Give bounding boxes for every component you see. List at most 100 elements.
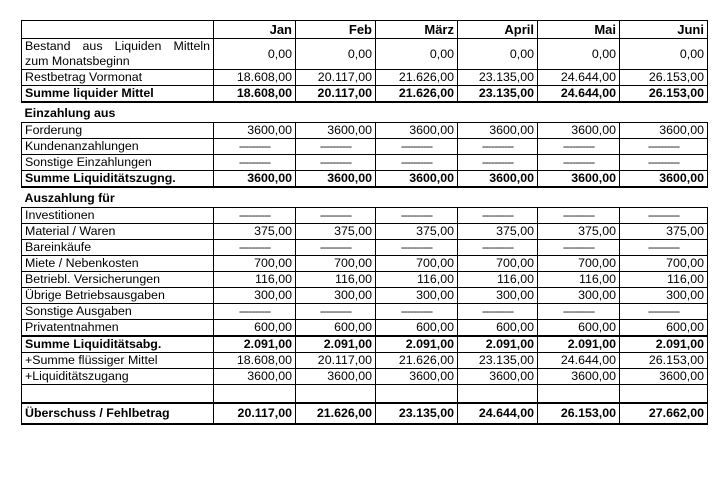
row-label: Forderung (21, 122, 214, 139)
cell-value: 700,00 (619, 255, 708, 272)
cell-value: 2.091,00 (457, 335, 538, 353)
cell-value: ---------- (295, 154, 376, 171)
cell-value: 3600,00 (375, 122, 458, 139)
row-label: Bestand aus Liquiden Mitteln zum Monatsb… (21, 38, 214, 70)
cell-value: ---------- (619, 154, 708, 171)
cell-value: 375,00 (375, 223, 458, 240)
cell-value: 21.626,00 (375, 69, 458, 86)
cell-value: 0,00 (375, 38, 458, 70)
cell-value: 3600,00 (375, 170, 458, 188)
table-row: Übrige Betriebsausgaben 300,00 300,00 300,0… (21, 287, 708, 304)
cell-value: 23.135,00 (457, 352, 538, 369)
cell-value: 0,00 (457, 38, 538, 70)
cell-value: 0,00 (213, 38, 296, 70)
table-row: Forderung 3600,00 3600,00 3600,00 3600,00 360… (21, 122, 708, 139)
cell-value: 700,00 (375, 255, 458, 272)
cell-value: ---------- (619, 207, 708, 224)
cell-value: ---------- (537, 303, 620, 320)
cell-value: 2.091,00 (619, 335, 708, 353)
row-label: Betriebl. Versicherungen (21, 271, 214, 288)
table-row: Betriebl. Versicherungen 116,00 116,00 116,… (21, 271, 708, 288)
cell-value: 3600,00 (457, 170, 538, 188)
empty-cell (213, 384, 296, 404)
row-label: Summe Liquiditätszugng. (21, 170, 214, 188)
cell-value: ---------- (213, 138, 296, 155)
cell-value: 21.626,00 (375, 352, 458, 369)
cell-value: 3600,00 (295, 170, 376, 188)
empty-cell (295, 384, 376, 404)
cell-value: ---------- (375, 207, 458, 224)
cell-value: ---------- (295, 303, 376, 320)
cell-value: 600,00 (213, 319, 296, 337)
cell-value: 375,00 (295, 223, 376, 240)
header-corner (21, 20, 214, 39)
table-row: Bestand aus Liquiden Mitteln zum Monatsb… (21, 38, 708, 70)
month-header: Jan (213, 20, 296, 39)
cell-value: 375,00 (213, 223, 296, 240)
cell-value: ---------- (619, 303, 708, 320)
row-label: Miete / Nebenkosten (21, 255, 214, 272)
cell-value: ---------- (457, 207, 538, 224)
cell-value: 300,00 (619, 287, 708, 304)
cell-value: 20.117,00 (295, 85, 376, 103)
cell-value: ---------- (213, 303, 296, 320)
cell-value: 23.135,00 (457, 85, 538, 103)
cell-value: 600,00 (457, 319, 538, 337)
cell-value: 27.662,00 (619, 402, 708, 425)
row-label: Bareinkäufe (21, 239, 214, 256)
cell-value: 700,00 (537, 255, 620, 272)
cell-value: 700,00 (213, 255, 296, 272)
cell-value: 300,00 (457, 287, 538, 304)
cell-value: 3600,00 (537, 368, 620, 385)
table-row: Sonstige Ausgaben ---------- ---------- ---… (21, 303, 708, 320)
total-row: Überschuss / Fehlbetrag 20.117,00 21.626,0… (21, 402, 708, 425)
cell-value: 21.626,00 (375, 85, 458, 103)
empty-cell (375, 384, 458, 404)
cell-value: 23.135,00 (375, 402, 458, 425)
cell-value: 700,00 (295, 255, 376, 272)
cell-value: ---------- (375, 239, 458, 256)
cell-value: 26.153,00 (537, 402, 620, 425)
cell-value: 24.644,00 (537, 352, 620, 369)
cell-value: 116,00 (295, 271, 376, 288)
cell-value: 3600,00 (213, 170, 296, 188)
cell-value: 18.608,00 (213, 69, 296, 86)
cell-value: 26.153,00 (619, 69, 708, 86)
month-header: März (375, 20, 458, 39)
cell-value: ---------- (457, 303, 538, 320)
cell-value: 26.153,00 (619, 352, 708, 369)
table-row: +Summe flüssiger Mittel 18.608,00 20.117,0… (21, 352, 708, 369)
cell-value: 20.117,00 (295, 352, 376, 369)
cell-value: ---------- (537, 239, 620, 256)
cell-value: ---------- (619, 138, 708, 155)
cell-value: 2.091,00 (213, 335, 296, 353)
empty-row (21, 384, 708, 404)
cell-value: 375,00 (619, 223, 708, 240)
cell-value: 300,00 (213, 287, 296, 304)
row-label: Material / Waren (21, 223, 214, 240)
row-label: Summe Liquiditätsabg. (21, 335, 214, 353)
cell-value: ---------- (537, 207, 620, 224)
liquidity-plan-table: Jan Feb März April Mai Juni Bestand aus Liquid… (21, 20, 708, 425)
row-label: +Liquiditätszugang (21, 368, 214, 385)
table-row: Bareinkäufe ---------- ---------- ---------… (21, 239, 708, 256)
cell-value: 0,00 (537, 38, 620, 70)
cell-value: 700,00 (457, 255, 538, 272)
cell-value: 3600,00 (213, 122, 296, 139)
cell-value: 20.117,00 (213, 402, 296, 425)
cell-value: ---------- (375, 138, 458, 155)
cell-value: 21.626,00 (295, 402, 376, 425)
cell-value: 116,00 (619, 271, 708, 288)
cell-value: 3600,00 (457, 368, 538, 385)
cell-value: 600,00 (537, 319, 620, 337)
row-label: Sonstige Einzahlungen (21, 154, 214, 171)
table-row: Sonstige Einzahlungen ---------- ---------… (21, 154, 708, 171)
cell-value: 0,00 (295, 38, 376, 70)
row-label: Privatentnahmen (21, 319, 214, 337)
table-row: Kundenanzahlungen ---------- ---------- ---… (21, 138, 708, 155)
row-label: Übrige Betriebsausgaben (21, 287, 214, 304)
cell-value: 24.644,00 (457, 402, 538, 425)
cell-value: ---------- (295, 207, 376, 224)
row-label: Investitionen (21, 207, 214, 224)
